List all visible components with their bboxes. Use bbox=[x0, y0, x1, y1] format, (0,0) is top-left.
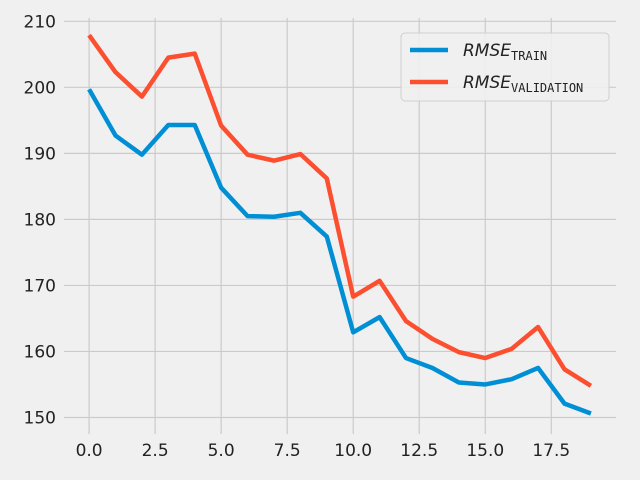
legend-label-subscript: TRAIN bbox=[511, 49, 547, 63]
x-tick-label: 5.0 bbox=[208, 441, 235, 461]
x-tick-label: 7.5 bbox=[274, 441, 301, 461]
y-tick-label: 160 bbox=[24, 342, 56, 362]
legend-label-main: RMSE bbox=[463, 41, 511, 61]
legend-label-train: RMSETRAIN bbox=[463, 41, 547, 63]
x-tick-label: 0.0 bbox=[76, 441, 103, 461]
x-tick-label: 12.5 bbox=[400, 441, 438, 461]
x-tick-label: 17.5 bbox=[532, 441, 570, 461]
legend-label-main: RMSE bbox=[463, 73, 511, 93]
series-line-train bbox=[87, 88, 592, 416]
y-tick-label: 190 bbox=[24, 144, 56, 164]
tick-labels: 0.0 2.5 5.0 7.5 10.0 12.5 15.0 17.5 150 160 170 180… bbox=[24, 12, 571, 461]
y-tick-label: 180 bbox=[24, 210, 56, 230]
x-tick-label: 2.5 bbox=[142, 441, 169, 461]
y-tick-label: 210 bbox=[24, 12, 56, 32]
x-tick-label: 15.0 bbox=[466, 441, 504, 461]
x-tick-label: 10.0 bbox=[334, 441, 372, 461]
legend-label-validation: RMSEVALIDATION bbox=[463, 73, 583, 95]
legend-label-subscript: VALIDATION bbox=[511, 81, 583, 95]
y-tick-label: 150 bbox=[24, 408, 56, 428]
y-tick-label: 170 bbox=[24, 276, 56, 296]
series-line-validation bbox=[87, 33, 593, 388]
y-tick-label: 200 bbox=[24, 78, 56, 98]
legend-box bbox=[400, 32, 610, 102]
series-lines bbox=[87, 33, 593, 416]
